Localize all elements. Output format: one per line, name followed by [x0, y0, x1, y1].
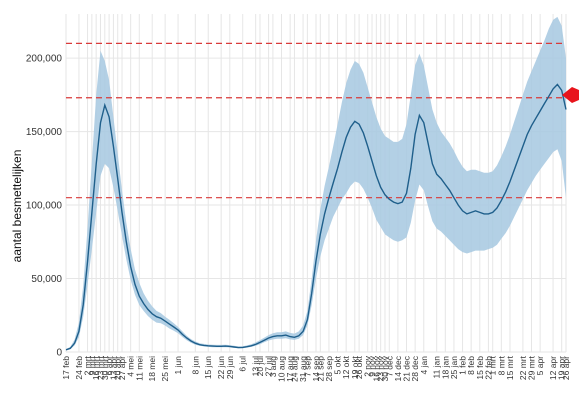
x-tick-label: 26 apr	[561, 356, 571, 380]
x-tick-label: 8 jun	[190, 356, 200, 375]
x-tick-label: 6 jul	[238, 356, 248, 372]
y-tick-label: 200,000	[26, 54, 63, 65]
x-tick-label: 5 apr	[535, 356, 545, 376]
x-tick-label: 1 jun	[173, 356, 183, 375]
x-tick-label: 29 jun	[225, 356, 235, 379]
y-tick-label: 50,000	[31, 274, 62, 285]
x-tick-label: 17 feb	[61, 356, 71, 380]
x-tick-label: 25 mei	[160, 356, 170, 382]
x-tick-label: 15 mrt	[505, 355, 515, 380]
x-tick-label: 15 jun	[203, 356, 213, 379]
y-axis-label: aantal besmettelijken	[10, 150, 24, 263]
x-tick-label: 18 mei	[147, 356, 157, 382]
x-tick-label: 11 mei	[134, 356, 144, 381]
x-tick-label: 4 jan	[419, 356, 429, 375]
y-tick-label: 100,000	[26, 201, 63, 212]
y-tick-label: 150,000	[26, 127, 63, 138]
